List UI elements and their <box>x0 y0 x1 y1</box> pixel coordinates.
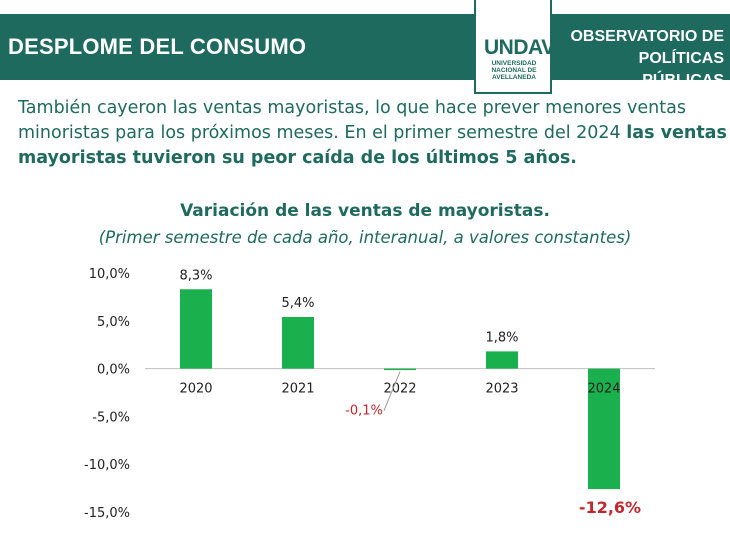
data-label: 5,4% <box>281 296 314 311</box>
x-tick-label: 2024 <box>587 382 620 397</box>
y-tick-label: -10,0% <box>84 458 130 473</box>
observatorio-line2: POLÍTICAS PÚBLICAS <box>638 50 724 89</box>
y-tick-label: -15,0% <box>84 506 130 521</box>
logo-sub-line2: NACIONAL DE <box>491 67 537 74</box>
logo-sub-line1: UNIVERSIDAD <box>491 60 537 67</box>
x-tick-label: 2022 <box>383 382 416 397</box>
x-tick-label: 2020 <box>179 382 212 397</box>
data-label: 1,8% <box>485 330 518 345</box>
data-label: 8,3% <box>179 268 212 283</box>
intro-plain-text: También cayeron las ventas mayoristas, l… <box>18 98 686 143</box>
data-label: -0,1% <box>345 404 383 419</box>
x-tick-label: 2023 <box>485 382 518 397</box>
y-tick-label: 10,0% <box>89 267 130 282</box>
bar-2020 <box>180 289 212 369</box>
y-tick-label: 5,0% <box>97 315 130 330</box>
intro-bold-text: las ventas mayoristas tuvieron su peor c… <box>18 123 727 168</box>
bar-2021 <box>282 316 314 369</box>
logo-subtitle: UNIVERSIDAD NACIONAL DE AVELLANEDA <box>478 60 550 81</box>
y-tick-label: 0,0% <box>97 363 130 378</box>
header-bar <box>0 14 730 80</box>
data-label: -12,6% <box>579 498 641 517</box>
chart-subtitle: (Primer semestre de cada año, interanual… <box>98 228 632 247</box>
intro-paragraph: También cayeron las ventas mayoristas, l… <box>18 96 730 171</box>
logo-sub-line3: AVELLANEDA <box>492 74 536 81</box>
undav-logo: UNDAV UNIVERSIDAD NACIONAL DE AVELLANEDA <box>474 0 555 94</box>
bar-2024 <box>588 368 620 490</box>
bar-2022 <box>384 368 416 371</box>
observatorio-line1: OBSERVATORIO DE <box>570 28 724 45</box>
x-tick-label: 2021 <box>281 382 314 397</box>
logo-mark: UNDAV <box>484 36 555 59</box>
page-title: DESPLOME DEL CONSUMO <box>8 34 307 59</box>
chart-title: Variación de las ventas de mayoristas. <box>180 201 550 221</box>
bar-2023 <box>486 351 518 369</box>
data-label-leader <box>383 371 401 411</box>
y-tick-label: -5,0% <box>92 410 130 425</box>
observatorio-label: OBSERVATORIO DE POLÍTICAS PÚBLICAS <box>560 26 724 92</box>
